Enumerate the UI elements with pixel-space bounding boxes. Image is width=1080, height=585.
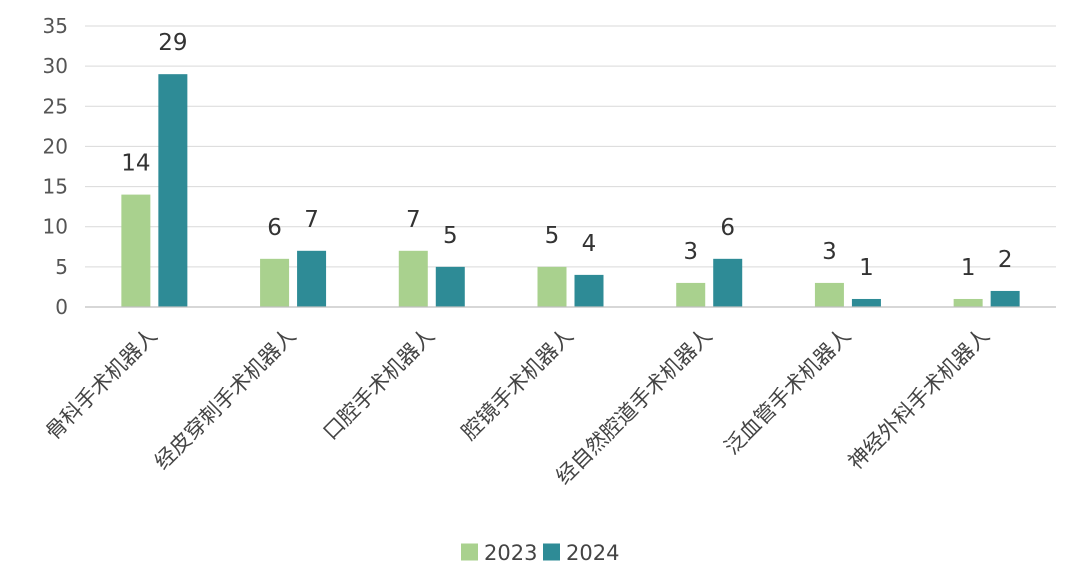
legend-swatch-2024 <box>543 543 560 561</box>
data-label-2023-5: 3 <box>822 239 837 265</box>
legend-label-2023: 2023 <box>484 541 537 565</box>
legend-item-2024: 2024 <box>543 541 619 565</box>
grid-layer <box>85 25 1056 268</box>
category-label-4: 经自然腔道手术机器人 <box>551 324 716 489</box>
bar-2024-5 <box>851 298 881 307</box>
legend: 2023 2024 <box>461 541 619 565</box>
legend-item-2023: 2023 <box>461 541 537 565</box>
data-label-2024-3: 4 <box>582 231 597 257</box>
data-label-2023-2: 7 <box>406 207 421 233</box>
bar-2023-0 <box>121 194 151 307</box>
bar-2023-2 <box>398 250 428 307</box>
data-label-2024-6: 2 <box>998 247 1013 273</box>
data-label-2024-0: 29 <box>158 30 187 56</box>
data-label-2023-1: 6 <box>267 215 282 241</box>
y-tick-label-10: 10 <box>43 215 68 239</box>
data-label-2024-4: 6 <box>720 215 735 241</box>
legend-swatch-2023 <box>461 543 478 561</box>
bar-2023-5 <box>814 282 844 307</box>
y-tick-label-0: 0 <box>55 295 68 319</box>
data-label-2023-4: 3 <box>683 239 698 265</box>
bar-2024-4 <box>713 258 743 307</box>
y-tick-label-5: 5 <box>55 255 68 279</box>
bar-layer <box>121 74 1020 308</box>
bar-2024-1 <box>297 250 327 307</box>
y-tick-label-30: 30 <box>43 54 68 78</box>
category-label-6: 神经外科手术机器人 <box>844 324 995 475</box>
y-tick-label-25: 25 <box>43 94 68 118</box>
bar-2024-3 <box>574 274 604 307</box>
data-label-2024-1: 7 <box>304 207 319 233</box>
data-label-2024-2: 5 <box>443 223 458 249</box>
data-label-2024-5: 1 <box>859 255 874 281</box>
legend-label-2024: 2024 <box>566 541 619 565</box>
y-tick-label-20: 20 <box>43 134 68 158</box>
y-tick-label-35: 35 <box>43 14 68 38</box>
category-label-1: 经皮穿刺手术机器人 <box>150 324 301 475</box>
y-tick-label-15: 15 <box>43 175 68 199</box>
category-label-0: 骨科手术机器人 <box>41 324 162 445</box>
bar-2023-4 <box>676 282 706 307</box>
bar-2023-1 <box>260 258 290 307</box>
bar-2024-2 <box>435 266 465 307</box>
data-label-2023-6: 1 <box>961 255 976 281</box>
data-label-2023-0: 14 <box>121 151 150 177</box>
category-label-3: 腔镜手术机器人 <box>457 324 578 445</box>
bar-2024-6 <box>990 290 1020 307</box>
bar-2023-3 <box>537 266 567 307</box>
category-label-5: 泛血管手术机器人 <box>720 324 856 460</box>
data-label-2023-3: 5 <box>545 223 560 249</box>
bar-2024-0 <box>158 74 188 308</box>
bar-2023-6 <box>953 298 983 307</box>
category-label-2: 口腔手术机器人 <box>318 324 439 445</box>
